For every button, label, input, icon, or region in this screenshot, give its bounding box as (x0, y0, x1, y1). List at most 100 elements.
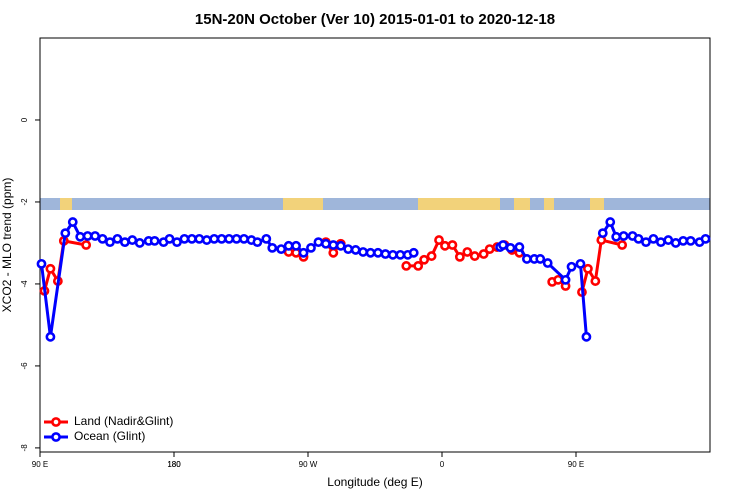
data-point (413, 261, 424, 271)
data-point (194, 233, 205, 244)
data-point (172, 237, 182, 248)
data-point (678, 236, 689, 246)
data-point (90, 231, 100, 241)
data-point (82, 231, 93, 241)
data-point (36, 258, 47, 269)
data-point (419, 254, 430, 265)
data-point (535, 254, 546, 264)
data-point (328, 240, 339, 250)
legend-marker (51, 432, 61, 442)
data-point (611, 231, 622, 242)
data-point (45, 263, 56, 274)
y-tick-label: 0 (20, 117, 29, 122)
x-tick-label: 90 E (568, 460, 584, 469)
data-point (267, 242, 278, 253)
data-point (60, 228, 71, 239)
data-point (605, 217, 616, 227)
data-point (447, 240, 458, 250)
data-point (617, 240, 628, 250)
data-point (343, 244, 354, 254)
data-point (387, 249, 398, 260)
y-tick-label: -2 (20, 198, 29, 206)
data-point (350, 245, 361, 255)
data-point (179, 233, 190, 244)
data-point (335, 240, 346, 251)
legend-marker (51, 417, 61, 427)
x-tick-label: 180 (167, 460, 181, 469)
data-point (498, 240, 508, 250)
data-point (261, 233, 272, 244)
data-point (380, 249, 391, 259)
plot-frame (39, 37, 711, 453)
data-point (373, 247, 383, 258)
data-point (454, 251, 465, 262)
data-point (426, 251, 437, 261)
data-point (618, 231, 629, 241)
data-point (231, 233, 242, 244)
x-axis-label: Longitude (deg E) (327, 475, 422, 489)
data-point (291, 240, 301, 251)
data-point (440, 240, 450, 251)
legend-label: Land (Nadir&Glint) (74, 414, 173, 428)
x-tick-label: 90 E (32, 460, 48, 469)
data-point (434, 235, 444, 245)
data-point (313, 237, 324, 248)
data-point (575, 258, 586, 269)
data-point (597, 228, 608, 239)
data-point (648, 233, 659, 244)
data-point (75, 231, 86, 242)
data-point (134, 238, 145, 248)
data-point (583, 263, 593, 274)
data-point (276, 244, 287, 254)
data-point (590, 276, 601, 286)
data-point (320, 238, 331, 249)
data-point (365, 247, 376, 258)
data-point (283, 240, 294, 251)
data-point (462, 247, 473, 257)
data-point (112, 233, 123, 244)
data-point (566, 261, 577, 272)
data-point (553, 274, 564, 285)
data-point (149, 236, 160, 246)
data-point (581, 331, 592, 342)
data-point (306, 242, 316, 253)
y-axis-label: XCO2 - MLO trend (ppm) (0, 178, 14, 313)
data-point (298, 247, 309, 258)
data-point (81, 240, 92, 250)
data-point (164, 233, 175, 244)
data-point (358, 247, 368, 257)
y-tick-label: -8 (20, 444, 29, 452)
data-point (469, 251, 480, 261)
y-tick-label: -6 (20, 362, 29, 370)
data-point (401, 261, 412, 271)
data-point (670, 238, 681, 248)
data-point (484, 244, 495, 254)
data-point (521, 254, 532, 264)
data-point (663, 235, 674, 245)
data-point (514, 242, 525, 252)
x-tick-label: 90 W (299, 460, 318, 469)
data-point (395, 249, 406, 260)
data-point (478, 249, 489, 259)
data-point (641, 237, 651, 248)
data-point (505, 242, 516, 253)
data-point (252, 237, 263, 248)
data-point (127, 235, 138, 245)
data-point (105, 237, 115, 248)
legend-label: Ocean (Glint) (74, 429, 145, 443)
data-point (119, 237, 130, 248)
map-strip (40, 198, 710, 210)
data-point (201, 235, 212, 245)
data-point (542, 258, 553, 268)
data-point (408, 247, 419, 258)
data-point (209, 233, 220, 244)
x-tick-label: 180 (167, 460, 181, 469)
data-point (97, 233, 108, 244)
data-point (700, 233, 711, 244)
y-tick-label: -4 (20, 280, 29, 288)
data-point (45, 331, 56, 342)
chart-title: 15N-20N October (Ver 10) 2015-01-01 to 2… (195, 11, 555, 28)
data-point (328, 247, 339, 258)
data-point (67, 217, 78, 227)
